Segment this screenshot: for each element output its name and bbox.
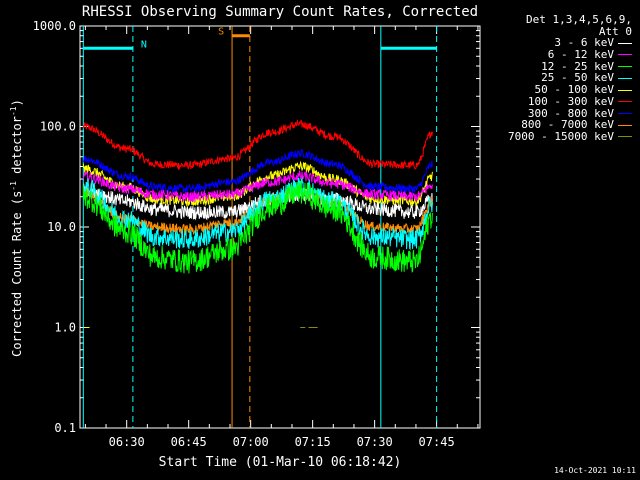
legend-entry: 25 - 50 keV (480, 72, 632, 84)
legend-swatch (618, 77, 632, 79)
legend: Det 1,3,4,5,6,9, Att 0 3 - 6 keV 6 - 12 k… (480, 14, 632, 143)
legend-swatch (618, 42, 632, 44)
legend-label: 6 - 12 keV (547, 48, 614, 62)
legend-label: 7000 - 15000 keV (508, 129, 614, 143)
legend-header-line1: Det 1,3,4,5,6,9, (526, 13, 632, 26)
series-line-0 (83, 182, 433, 221)
series-line-6 (82, 148, 433, 194)
x-axis-label: Start Time (01-Mar-10 06:18:42) (159, 455, 402, 470)
legend-entry: 100 - 300 keV (480, 96, 632, 108)
legend-entry: 6 - 12 keV (480, 49, 632, 61)
chart-title: RHESSI Observing Summary Count Rates, Co… (82, 4, 478, 20)
series-line-2 (82, 180, 433, 274)
sparse-point (84, 327, 90, 328)
x-tick-label: 07:15 (295, 435, 331, 449)
y-tick-label: 100.0 (40, 120, 76, 134)
legend-entry: 50 - 100 keV (480, 84, 632, 96)
legend-swatch (618, 101, 632, 103)
y-axis-label: Corrected Count Rate (s-1 detector-1) (9, 99, 24, 357)
legend-label: 800 - 7000 keV (521, 118, 614, 132)
legend-label: 12 - 25 keV (541, 59, 614, 73)
plot-axes: 0.1 1.0 10.0 100.0 1000.0 06:30 06:45 07:00 07:1… (33, 19, 481, 449)
legend-header-line2: Att 0 (598, 24, 632, 38)
legend-label: 25 - 50 keV (541, 71, 614, 85)
x-tick-label: 06:45 (171, 435, 207, 449)
legend-swatch (618, 66, 632, 68)
saa-label: S (218, 27, 224, 38)
legend-label: 300 - 800 keV (527, 106, 614, 120)
footer-timestamp: 14-Oct-2021 10:11 (554, 466, 636, 475)
series-line-1 (82, 169, 433, 203)
x-tick-label: 07:45 (419, 435, 455, 449)
sparse-point (308, 327, 314, 328)
legend-entry: 800 - 7000 keV (480, 119, 632, 131)
x-tick-label: 07:00 (233, 435, 269, 449)
y-tick-label: 1.0 (54, 321, 76, 335)
y-tick-label: 10.0 (47, 220, 76, 234)
legend-entry: 7000 - 15000 keV (480, 131, 632, 143)
night-label: N (141, 39, 147, 50)
sparse-point (312, 327, 318, 328)
series-lines (82, 118, 433, 328)
y-tick-label: 0.1 (54, 421, 76, 435)
legend-label: 3 - 6 keV (554, 36, 614, 50)
y-tick-label: 1000.0 (33, 19, 76, 33)
x-tick-label: 07:30 (357, 435, 393, 449)
sparse-point (300, 327, 306, 328)
series-line-3 (82, 176, 433, 251)
legend-entry: 300 - 800 keV (480, 106, 632, 120)
legend-label: 50 - 100 keV (534, 83, 614, 97)
series-line-5 (82, 118, 433, 171)
legend-swatch (618, 136, 632, 138)
legend-entries: 3 - 6 keV 6 - 12 keV 12 - 25 keV 25 - 50 ke… (480, 37, 632, 142)
legend-swatch (618, 89, 632, 91)
legend-swatch (618, 112, 632, 114)
legend-swatch (618, 124, 632, 126)
legend-entry: 3 - 6 keV (480, 37, 632, 49)
legend-entry: 12 - 25 keV (480, 61, 632, 73)
x-tick-label: 06:30 (109, 435, 145, 449)
legend-label: 100 - 300 keV (527, 94, 614, 108)
legend-swatch (618, 54, 632, 56)
